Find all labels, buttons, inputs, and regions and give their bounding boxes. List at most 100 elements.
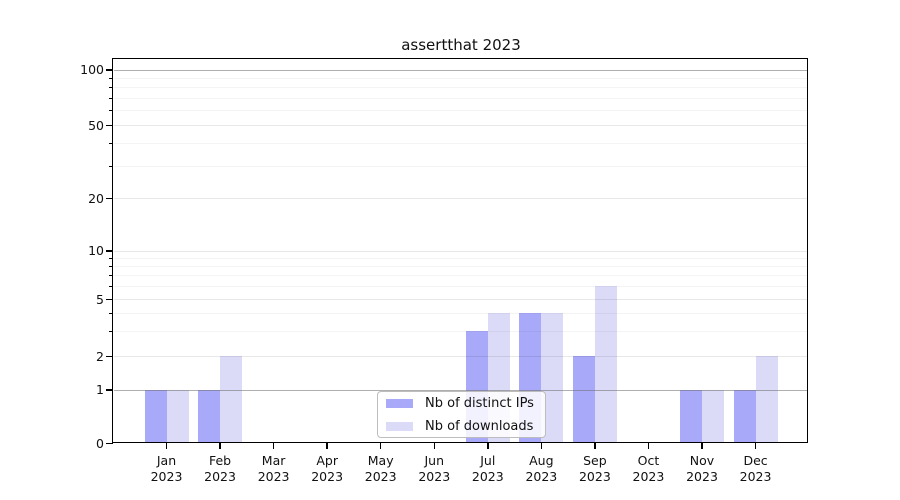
x-tick-sep <box>594 443 596 449</box>
x-label-month: Mar <box>261 453 286 468</box>
x-tick-apr <box>326 443 328 449</box>
y-tick-label-20: 20 <box>88 190 104 206</box>
x-tick-jun <box>433 443 435 449</box>
x-label-month: Jan <box>156 453 177 468</box>
y-tick-label-100: 100 <box>80 62 104 77</box>
x-label-month: Aug <box>529 453 554 468</box>
bar-distinct-ips-jan <box>144 389 167 442</box>
x-label-month: Nov <box>689 453 715 468</box>
x-tick-may <box>379 443 382 449</box>
gridline-minor-60 <box>114 110 808 112</box>
x-tick-nov <box>701 443 703 449</box>
x-tick-label-may: May 2023 <box>349 453 413 485</box>
gridline-minor-30 <box>114 165 808 167</box>
x-label-year: 2023 <box>364 469 397 484</box>
x-tick-label-mar: Mar 2023 <box>242 453 306 485</box>
y-tick-label-5: 5 <box>96 291 104 307</box>
x-tick-label-jan: Jan 2023 <box>135 453 199 485</box>
gridline-minor-4 <box>114 312 808 314</box>
plot-border <box>112 58 808 443</box>
legend-label-downloads: Nb of downloads <box>425 418 534 434</box>
y-tick-1 <box>106 389 113 391</box>
x-tick-dec <box>754 443 757 449</box>
y-minortick-40 <box>109 142 113 144</box>
x-tick-jan <box>165 443 168 449</box>
y-minortick-4 <box>109 312 113 314</box>
gridline-minor-90 <box>114 77 808 79</box>
x-tick-label-nov: Nov 2023 <box>670 453 734 485</box>
y-tick-50 <box>106 124 113 126</box>
x-tick-oct <box>647 443 650 449</box>
y-tick-label-50: 50 <box>88 117 104 133</box>
y-tick-label-1: 1 <box>96 382 104 397</box>
gridline-minor-8 <box>114 266 808 268</box>
y-tick-0 <box>106 442 113 444</box>
x-label-year: 2023 <box>204 469 236 484</box>
gridline-50 <box>114 125 808 126</box>
x-label-year: 2023 <box>739 469 772 484</box>
x-tick-label-dec: Dec 2023 <box>724 453 788 485</box>
gridline-minor-70 <box>114 98 808 100</box>
bar-downloads-jan <box>166 389 189 442</box>
x-tick-label-feb: Feb 2023 <box>188 453 252 485</box>
x-label-month: May <box>367 453 394 468</box>
x-label-year: 2023 <box>150 469 183 484</box>
bar-downloads-feb <box>220 356 243 442</box>
x-label-month: Jun <box>424 453 445 468</box>
y-tick-2 <box>106 355 113 357</box>
y-tick-label-0: 0 <box>96 435 104 451</box>
x-tick-label-oct: Oct 2023 <box>616 453 680 485</box>
x-tick-mar <box>272 443 275 449</box>
x-label-year: 2023 <box>525 469 558 484</box>
x-tick-label-jun: Jun 2023 <box>402 453 466 485</box>
x-label-year: 2023 <box>418 469 451 484</box>
y-minortick-80 <box>109 87 113 89</box>
y-minortick-3 <box>109 330 113 332</box>
x-tick-jul <box>487 443 489 449</box>
y-minortick-60 <box>109 110 113 112</box>
gridline-minor-80 <box>114 87 808 89</box>
legend-label-distinct-ips: Nb of distinct IPs <box>425 395 534 411</box>
bar-downloads-nov <box>702 389 724 442</box>
gridline-minor-7 <box>114 275 808 277</box>
y-tick-5 <box>106 298 113 300</box>
x-tick-label-aug: Aug 2023 <box>509 453 573 485</box>
gridline-20 <box>114 198 808 199</box>
x-tick-label-apr: Apr 2023 <box>295 453 359 485</box>
x-label-month: Jul <box>480 453 496 468</box>
gridline-minor-6 <box>114 286 808 288</box>
legend-swatch-downloads <box>386 421 413 431</box>
bar-distinct-ips-nov <box>680 389 702 442</box>
y-tick-10 <box>106 250 113 252</box>
legend-swatch-distinct-ips <box>386 398 413 408</box>
y-minortick-6 <box>109 286 113 288</box>
bar-distinct-ips-dec <box>733 389 756 442</box>
gridline-minor-40 <box>114 142 808 144</box>
y-minortick-9 <box>109 257 113 259</box>
gridline-10 <box>114 250 808 252</box>
x-label-month: Sep <box>583 453 607 468</box>
y-tick-100 <box>106 69 113 71</box>
y-minortick-7 <box>109 275 113 277</box>
y-minortick-90 <box>109 77 113 79</box>
legend-item-distinct-ips: Nb of distinct IPs <box>386 394 545 412</box>
y-tick-label-10: 10 <box>88 243 104 258</box>
gridline-2 <box>114 356 808 357</box>
x-tick-label-jul: Jul 2023 <box>456 453 520 485</box>
gridline-100 <box>114 69 808 71</box>
x-label-month: Dec <box>743 453 768 468</box>
legend: Nb of distinct IPs Nb of downloads <box>377 391 546 438</box>
bar-downloads-sep <box>594 286 617 442</box>
y-minortick-30 <box>109 165 113 167</box>
x-tick-feb <box>219 443 221 449</box>
gridline-5 <box>114 299 808 300</box>
x-label-year: 2023 <box>632 469 665 484</box>
bar-distinct-ips-feb <box>198 389 221 442</box>
y-minortick-8 <box>109 266 113 268</box>
gridline-minor-3 <box>114 330 808 332</box>
x-label-month: Oct <box>637 453 660 468</box>
y-minortick-70 <box>109 98 113 100</box>
bar-distinct-ips-sep <box>572 356 595 442</box>
x-tick-label-sep: Sep 2023 <box>563 453 627 485</box>
